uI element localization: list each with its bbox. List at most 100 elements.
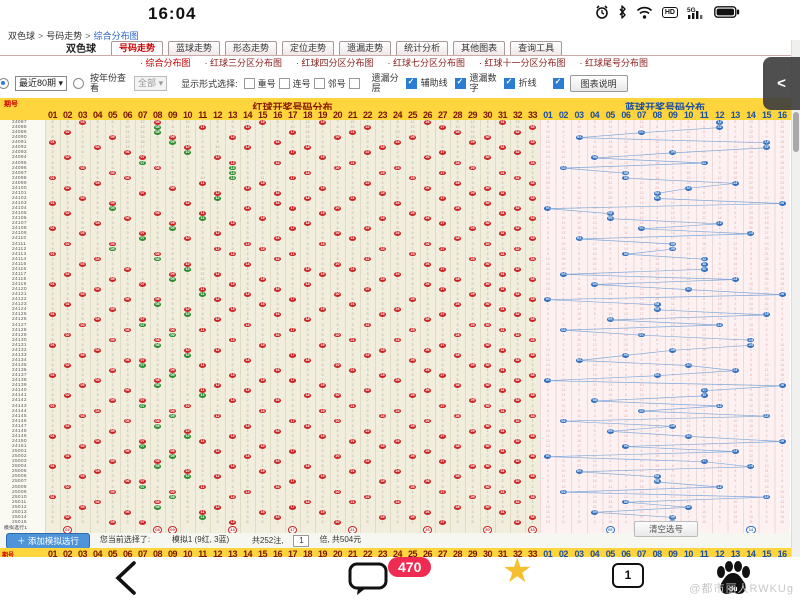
red-cell[interactable]: 05	[105, 276, 120, 282]
red-cell[interactable]: 1	[180, 206, 195, 211]
red-cell[interactable]: 8	[225, 120, 240, 125]
red-cell[interactable]: 3	[435, 302, 450, 307]
red-cell[interactable]: 10	[210, 145, 225, 150]
red-cell[interactable]: 2	[225, 348, 240, 353]
red-ball[interactable]: 33	[529, 236, 536, 242]
red-ball[interactable]: 17	[289, 226, 296, 232]
red-ball[interactable]: 01	[49, 175, 56, 181]
blue-ball[interactable]: 04	[591, 282, 599, 287]
red-cell[interactable]: 23	[375, 145, 390, 151]
red-cell[interactable]: 4	[420, 176, 435, 181]
red-cell[interactable]: 1	[465, 328, 480, 333]
red-cell[interactable]: 2	[315, 282, 330, 287]
red-ball[interactable]: 32	[514, 150, 521, 156]
red-cell[interactable]: 1	[435, 155, 450, 160]
checkbox-折线[interactable]	[552, 77, 564, 89]
red-cell[interactable]: 6	[105, 120, 120, 125]
red-ball[interactable]: 30	[484, 155, 491, 161]
blue-cell[interactable]: 12	[712, 120, 728, 125]
red-cell[interactable]: 2	[525, 267, 540, 272]
red-ball[interactable]: 08	[154, 251, 161, 257]
red-cell[interactable]: 2	[510, 161, 525, 166]
red-cell[interactable]: 3	[210, 211, 225, 216]
red-cell[interactable]: 2	[195, 302, 210, 307]
red-cell[interactable]: 4	[255, 323, 270, 328]
red-cell[interactable]: 5	[435, 338, 450, 343]
red-cell[interactable]: 10	[180, 266, 195, 272]
red-cell[interactable]: 8	[330, 125, 345, 130]
red-cell[interactable]: 1	[390, 145, 405, 150]
red-cell[interactable]: 4	[405, 155, 420, 160]
red-ball[interactable]: 12	[214, 297, 221, 302]
red-cell[interactable]: 2	[495, 282, 510, 287]
red-cell[interactable]: 2	[330, 216, 345, 221]
red-ball[interactable]: 15	[259, 180, 266, 186]
red-cell[interactable]: 5	[390, 297, 405, 302]
red-cell[interactable]: 3	[45, 358, 60, 363]
red-cell[interactable]: 10	[180, 120, 195, 125]
red-ball[interactable]: 29	[469, 363, 476, 368]
red-cell[interactable]: 01	[45, 312, 60, 318]
red-cell[interactable]: 1	[405, 140, 420, 145]
red-cell[interactable]: 2	[375, 358, 390, 363]
subnav-link[interactable]: · 红球十一分区分布图	[479, 57, 566, 68]
red-cell[interactable]: 18	[300, 195, 315, 201]
red-cell[interactable]: 4	[45, 161, 60, 166]
red-cell[interactable]: 7	[165, 176, 180, 181]
red-cell[interactable]: 13	[195, 282, 210, 287]
red-ball[interactable]: 14	[244, 206, 251, 211]
red-ball[interactable]: 09	[169, 271, 176, 277]
red-cell[interactable]: 3	[120, 191, 135, 196]
red-cell[interactable]: 1	[210, 353, 225, 358]
red-cell[interactable]: 3	[420, 171, 435, 176]
red-cell[interactable]: 1	[315, 277, 330, 282]
red-cell[interactable]: 2	[390, 242, 405, 247]
red-cell[interactable]: 3	[420, 297, 435, 302]
red-cell[interactable]: 1	[210, 201, 225, 206]
red-cell[interactable]: 30	[480, 155, 495, 161]
red-cell[interactable]: 2	[450, 287, 465, 292]
red-cell[interactable]: 3	[465, 206, 480, 211]
red-cell[interactable]: 3	[420, 257, 435, 262]
red-ball[interactable]: 17	[289, 150, 296, 156]
red-cell[interactable]: 1	[465, 231, 480, 236]
red-cell[interactable]: 2	[255, 191, 270, 196]
red-ball[interactable]: 16	[274, 256, 281, 262]
red-cell[interactable]: 30	[480, 261, 495, 267]
blue-ball[interactable]: 14	[747, 337, 755, 343]
red-ball[interactable]: 30	[484, 322, 491, 328]
red-cell[interactable]: 3	[285, 221, 300, 226]
red-ball[interactable]: 15	[259, 120, 266, 125]
red-cell[interactable]: 4	[360, 171, 375, 176]
red-cell[interactable]: 5	[450, 328, 465, 333]
red-cell[interactable]: 7	[135, 272, 150, 277]
red-cell[interactable]: 12	[210, 246, 225, 252]
red-cell[interactable]: 06	[120, 175, 135, 181]
red-cell[interactable]: 14	[240, 322, 255, 328]
red-cell[interactable]: 3	[435, 236, 450, 241]
red-cell[interactable]: 11	[195, 125, 210, 130]
year-select[interactable]: 全部 ▾	[134, 75, 168, 91]
red-cell[interactable]: 6	[270, 231, 285, 236]
red-cell[interactable]: 4	[450, 201, 465, 206]
red-cell[interactable]: 3	[240, 221, 255, 226]
red-ball[interactable]: 13	[229, 282, 236, 287]
red-cell[interactable]: 3	[225, 150, 240, 155]
red-cell[interactable]: 33	[525, 337, 540, 343]
red-cell[interactable]: 32	[510, 130, 525, 135]
red-cell[interactable]: 2	[105, 181, 120, 186]
red-cell[interactable]: 6	[240, 353, 255, 358]
red-cell[interactable]: 15	[255, 342, 270, 348]
red-cell[interactable]: 1	[165, 282, 180, 287]
red-cell[interactable]: 3	[60, 257, 75, 262]
red-cell[interactable]: 5	[315, 267, 330, 272]
red-cell[interactable]: 2	[510, 216, 525, 221]
red-cell[interactable]: 1	[45, 206, 60, 211]
red-cell[interactable]: 5	[360, 206, 375, 211]
red-cell[interactable]: 1	[135, 287, 150, 292]
red-cell[interactable]: 5	[480, 125, 495, 130]
red-cell[interactable]: 15	[300, 135, 315, 140]
red-cell[interactable]: 2	[510, 323, 525, 328]
red-cell[interactable]: 3	[360, 140, 375, 145]
red-cell[interactable]: 1	[195, 186, 210, 191]
